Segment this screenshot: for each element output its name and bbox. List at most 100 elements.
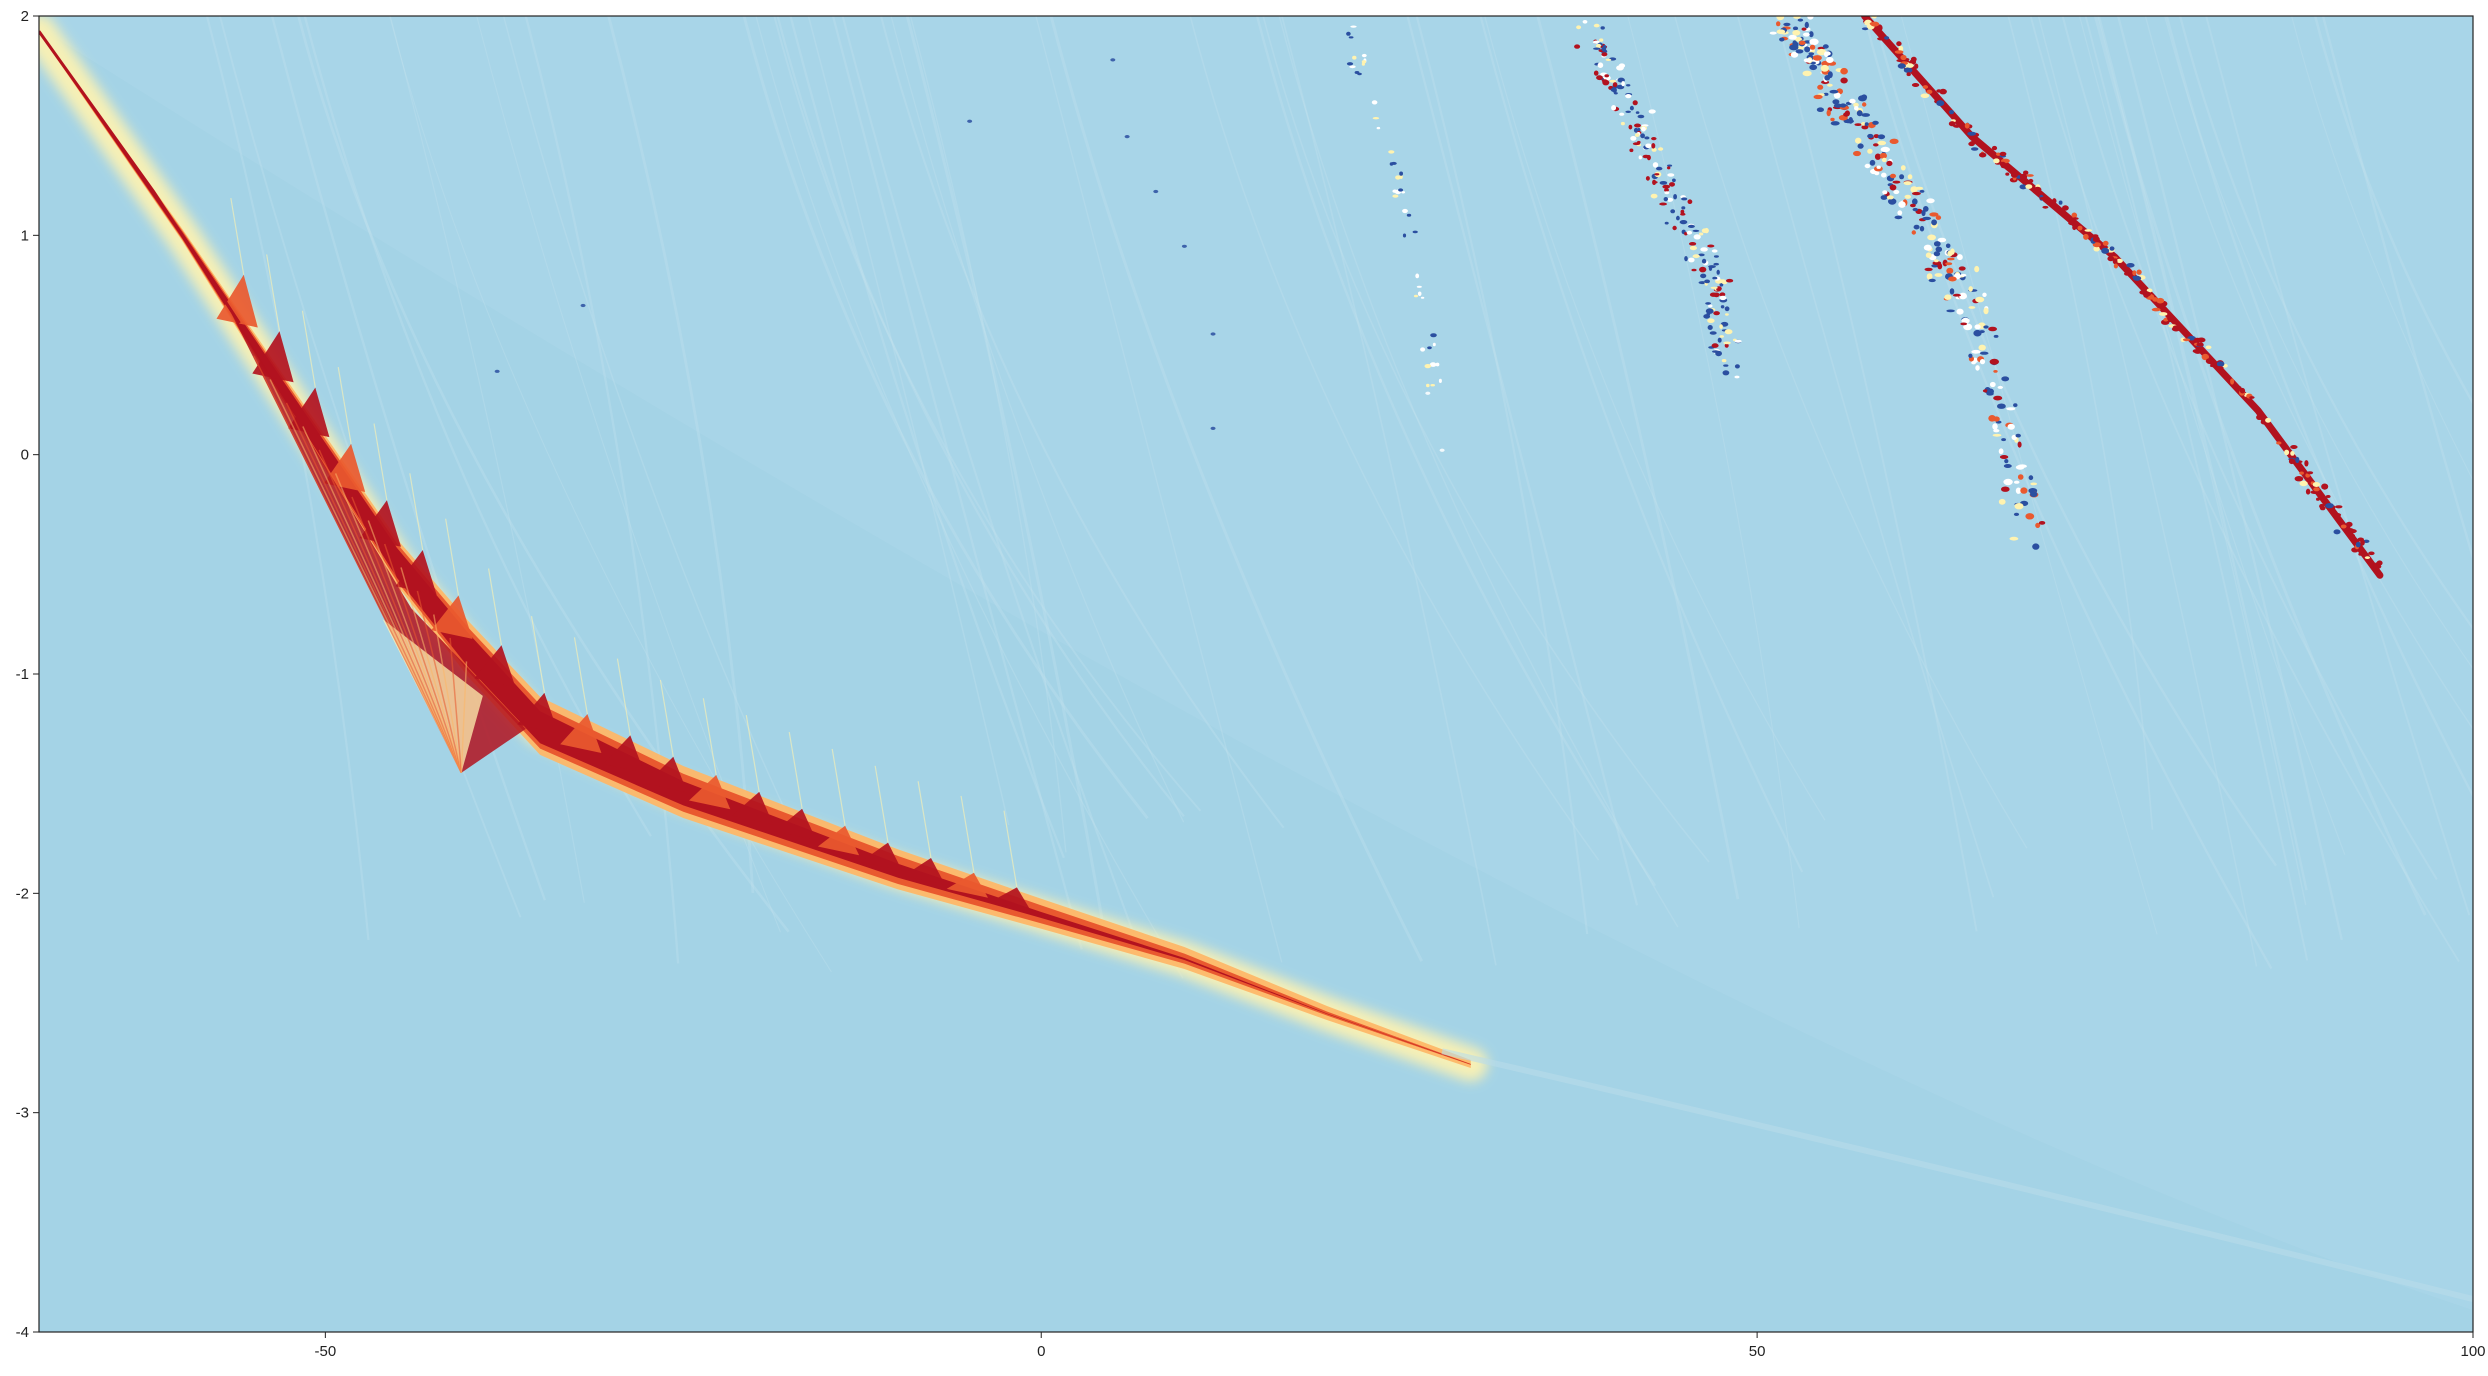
streak-c-speck	[1684, 232, 1688, 236]
streak-b-speck	[1833, 103, 1843, 108]
streak-b-speck	[1826, 57, 1834, 63]
cusp-filament	[616, 658, 631, 736]
streak-b-speck	[1982, 292, 1987, 297]
streak-b-speck	[1849, 98, 1856, 104]
streak-c-speck	[1705, 308, 1714, 314]
streak-b-speck	[1912, 191, 1921, 196]
cusp-spike	[560, 714, 602, 753]
streak-d-speck	[1427, 346, 1432, 350]
streak-b-speck	[1788, 34, 1797, 40]
streak-a-speck	[2299, 480, 2308, 487]
streak-c-speck	[1610, 87, 1617, 92]
streak-d-speck	[1348, 36, 1354, 39]
streak-b-speck	[1807, 16, 1814, 20]
streak-b-speck	[1923, 244, 1932, 251]
streak-c-speck	[1625, 94, 1632, 99]
streak-a-speck	[1914, 63, 1919, 69]
streak-a-speck	[2288, 458, 2295, 465]
streak-a-speck	[2126, 263, 2135, 268]
flow-streak	[389, 16, 585, 903]
streak-a-speck	[1993, 158, 2000, 164]
streak-b-speck	[2028, 475, 2034, 481]
streak-a-speck	[2310, 490, 2320, 495]
streak-b-speck	[1776, 16, 1785, 21]
ridge-tail	[1441, 1048, 2473, 1303]
streak-b-speck	[1899, 174, 1905, 180]
streak-b-speck	[1854, 106, 1859, 111]
streak-b-speck	[1910, 203, 1916, 208]
streak-c-speck	[1663, 197, 1669, 202]
streak-a-speck	[1870, 21, 1880, 27]
streak-b-speck	[1803, 32, 1810, 37]
cusp-filament	[530, 615, 546, 693]
flow-streak	[2037, 16, 2258, 967]
streak-d-speck	[1430, 333, 1437, 338]
isolated-dot	[494, 369, 500, 373]
streak-c-speck	[1664, 221, 1669, 225]
streak-b-speck	[1907, 174, 1913, 180]
fan-ray	[416, 590, 463, 773]
streak-b-speck	[1817, 84, 1824, 90]
streak-b-speck	[1933, 259, 1939, 263]
isolated-dot	[1439, 448, 1445, 452]
fan-ray	[334, 473, 463, 773]
streak-a-speck	[2290, 445, 2298, 449]
streak-d-speck	[1350, 25, 1357, 28]
streak-c-speck	[1672, 178, 1676, 183]
streak-b-speck	[1872, 120, 1879, 125]
streak-b-speck	[1879, 152, 1887, 159]
streak-b-speck	[1843, 112, 1850, 117]
streak-c-speck	[1721, 281, 1728, 285]
streak-b-speck	[1857, 143, 1864, 149]
streak-b-speck	[1830, 117, 1835, 122]
y-tick-label: -2	[16, 885, 29, 902]
streak-a-speck	[2197, 337, 2206, 343]
streak-c-speck	[1681, 197, 1688, 201]
streak-b-speck	[1790, 51, 1799, 58]
streak-c-speck	[1722, 370, 1730, 376]
streak-b-speck	[1820, 64, 1829, 72]
streak-a-speck	[2072, 217, 2079, 220]
streak-a-speck	[2182, 338, 2191, 342]
streak-c-speck	[1699, 266, 1707, 273]
streak-d-speck	[1406, 213, 1412, 217]
streak-b-speck	[1912, 198, 1918, 205]
streak-a-speck	[2350, 534, 2355, 537]
streak-b-speck	[1804, 46, 1811, 53]
cusp-spike	[431, 595, 473, 639]
streak-c-speck	[1713, 262, 1719, 266]
streak-c-speck	[1644, 136, 1650, 140]
streak-a-speck	[2364, 556, 2370, 559]
streak-b-speck	[1935, 246, 1943, 253]
streak-a-speck	[2058, 200, 2063, 205]
streak-a-speck	[1903, 67, 1913, 73]
streak-b-speck	[1993, 395, 2003, 401]
streak-b-speck	[1880, 195, 1888, 200]
cusp-filament	[659, 679, 674, 757]
streak-a-speck	[1896, 41, 1902, 47]
streak-b-speck	[2038, 521, 2046, 525]
streak-b-speck	[1999, 455, 2009, 459]
streak-c-speck	[1710, 286, 1718, 289]
streak-b-speck	[1960, 273, 1967, 277]
streak-c-speck	[1672, 225, 1677, 231]
streak-c-speck	[1593, 47, 1601, 50]
streak-c-speck	[1717, 337, 1722, 343]
streak-c-speck	[1621, 81, 1625, 87]
streak-d-speck	[1438, 378, 1442, 383]
streak-b-speck	[1997, 385, 2004, 389]
streak-b-speck	[1867, 133, 1874, 139]
streak-d-speck	[1401, 191, 1406, 194]
streak-d-speck	[1429, 362, 1437, 367]
flow-streak	[270, 16, 547, 901]
streak-b-speck	[1829, 89, 1839, 94]
isolated-dot	[1425, 391, 1431, 395]
streak-b-speck	[1792, 26, 1799, 31]
streak-b-speck	[1873, 143, 1879, 147]
streak-b-speck	[1923, 206, 1929, 212]
streak-a-speck	[2340, 524, 2347, 529]
streak-b-speck	[1864, 163, 1871, 169]
streak-b-speck	[1975, 365, 1980, 371]
streak-b-speck	[1975, 296, 1985, 303]
streak-b-speck	[1983, 325, 1989, 329]
